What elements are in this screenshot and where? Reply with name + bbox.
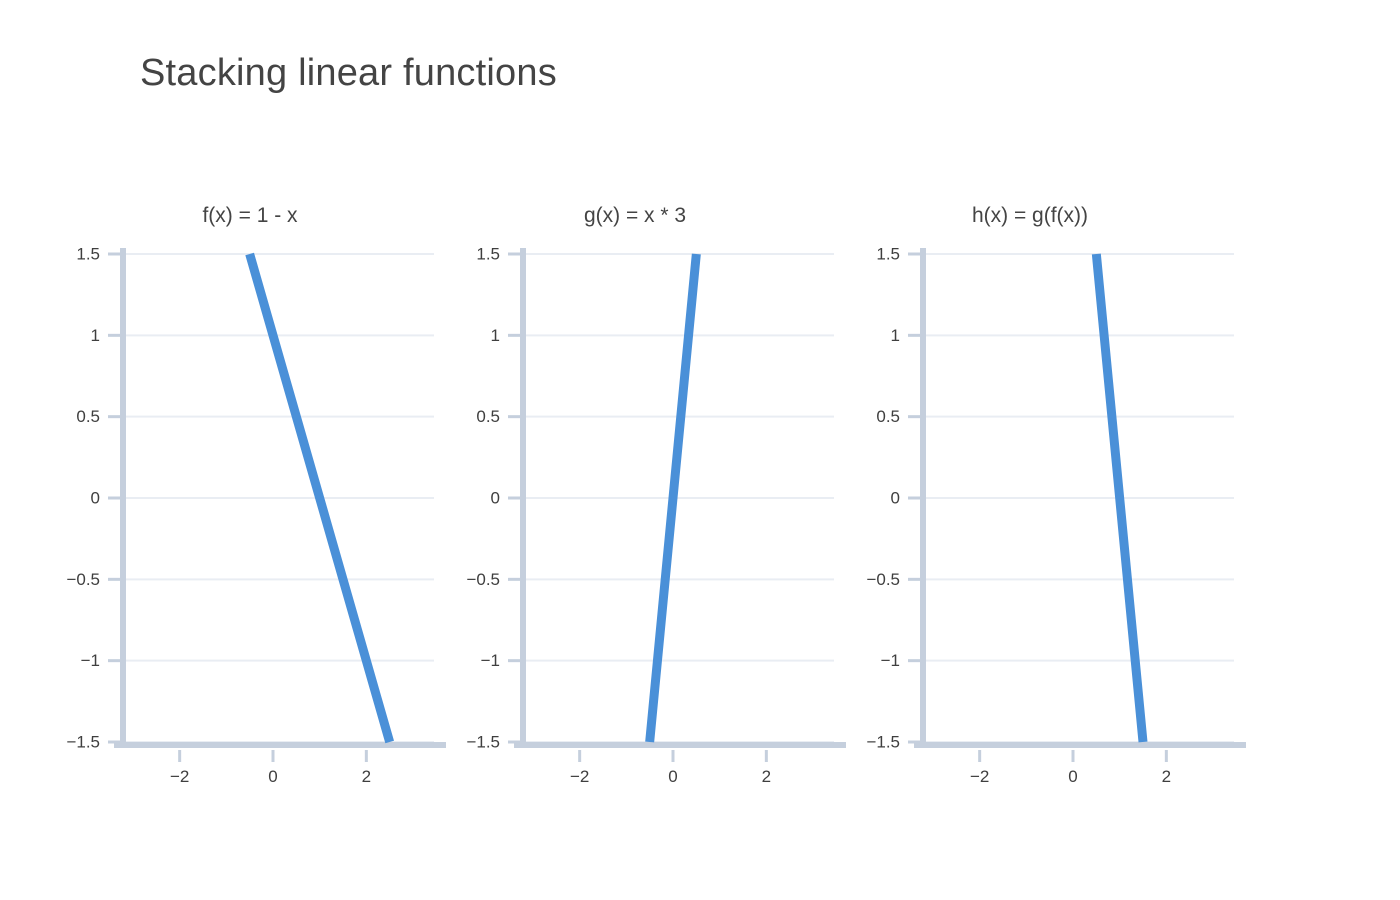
x-tick-label: −2 — [970, 767, 989, 786]
x-tick-label: 0 — [1068, 767, 1077, 786]
y-tick-label: −1.5 — [866, 732, 900, 751]
y-tick-label: 1 — [91, 326, 100, 345]
y-tick-label: 1.5 — [76, 244, 100, 263]
x-tick-label: 0 — [668, 767, 677, 786]
y-tick-label: −0.5 — [466, 570, 500, 589]
subplot-panel-0: f(x) = 1 - x 1.5 1 0.5 0 −0.5 −1 −1.5 −2 0 2 — [20, 196, 446, 796]
subplot-panel-2: h(x) = g(f(x)) 1.5 1 0.5 0 −0.5 −1 −1.5 −2 0 2 — [820, 196, 1246, 796]
y-tick-label: 1.5 — [876, 244, 900, 263]
data-line — [645, 253, 701, 743]
y-tick-label: −1 — [481, 651, 500, 670]
x-tick-label: 2 — [762, 767, 771, 786]
subplot-axes-0: 1.5 1 0.5 0 −0.5 −1 −1.5 −2 0 2 — [66, 244, 446, 786]
x-tick-label: 2 — [362, 767, 371, 786]
y-tick-label: −0.5 — [866, 570, 900, 589]
x-tick-label: −2 — [170, 767, 189, 786]
x-tick-label: 0 — [268, 767, 277, 786]
y-tick-label: 0.5 — [476, 407, 500, 426]
subplot-title-2: h(x) = g(f(x)) — [971, 204, 1089, 227]
data-line — [245, 252, 394, 744]
figure-title: Stacking linear functions — [140, 52, 557, 94]
y-tick-label: 0 — [91, 488, 100, 507]
y-tick-label: −1.5 — [66, 732, 100, 751]
subplot-panel-1: g(x) = x * 3 1.5 1 0.5 0 −0.5 −1 −1.5 −2 0 2 — [420, 196, 846, 796]
y-tick-label: 1 — [891, 326, 900, 345]
data-line — [1091, 253, 1148, 743]
y-tick-label: 1 — [491, 326, 500, 345]
subplot-title-0: f(x) = 1 - x — [202, 204, 298, 227]
y-tick-label: −0.5 — [66, 570, 100, 589]
y-tick-label: 0.5 — [876, 407, 900, 426]
x-tick-label: −2 — [570, 767, 589, 786]
y-tick-label: 0 — [491, 488, 500, 507]
y-tick-label: 0.5 — [76, 407, 100, 426]
y-tick-label: −1.5 — [466, 732, 500, 751]
y-tick-label: 1.5 — [476, 244, 500, 263]
y-tick-label: 0 — [891, 488, 900, 507]
subplot-axes-2: 1.5 1 0.5 0 −0.5 −1 −1.5 −2 0 2 — [866, 244, 1246, 786]
y-tick-label: −1 — [881, 651, 900, 670]
x-tick-label: 2 — [1162, 767, 1171, 786]
y-tick-label: −1 — [81, 651, 100, 670]
subplot-title-1: g(x) = x * 3 — [583, 204, 687, 227]
subplot-axes-1: 1.5 1 0.5 0 −0.5 −1 −1.5 −2 0 2 — [466, 244, 846, 786]
